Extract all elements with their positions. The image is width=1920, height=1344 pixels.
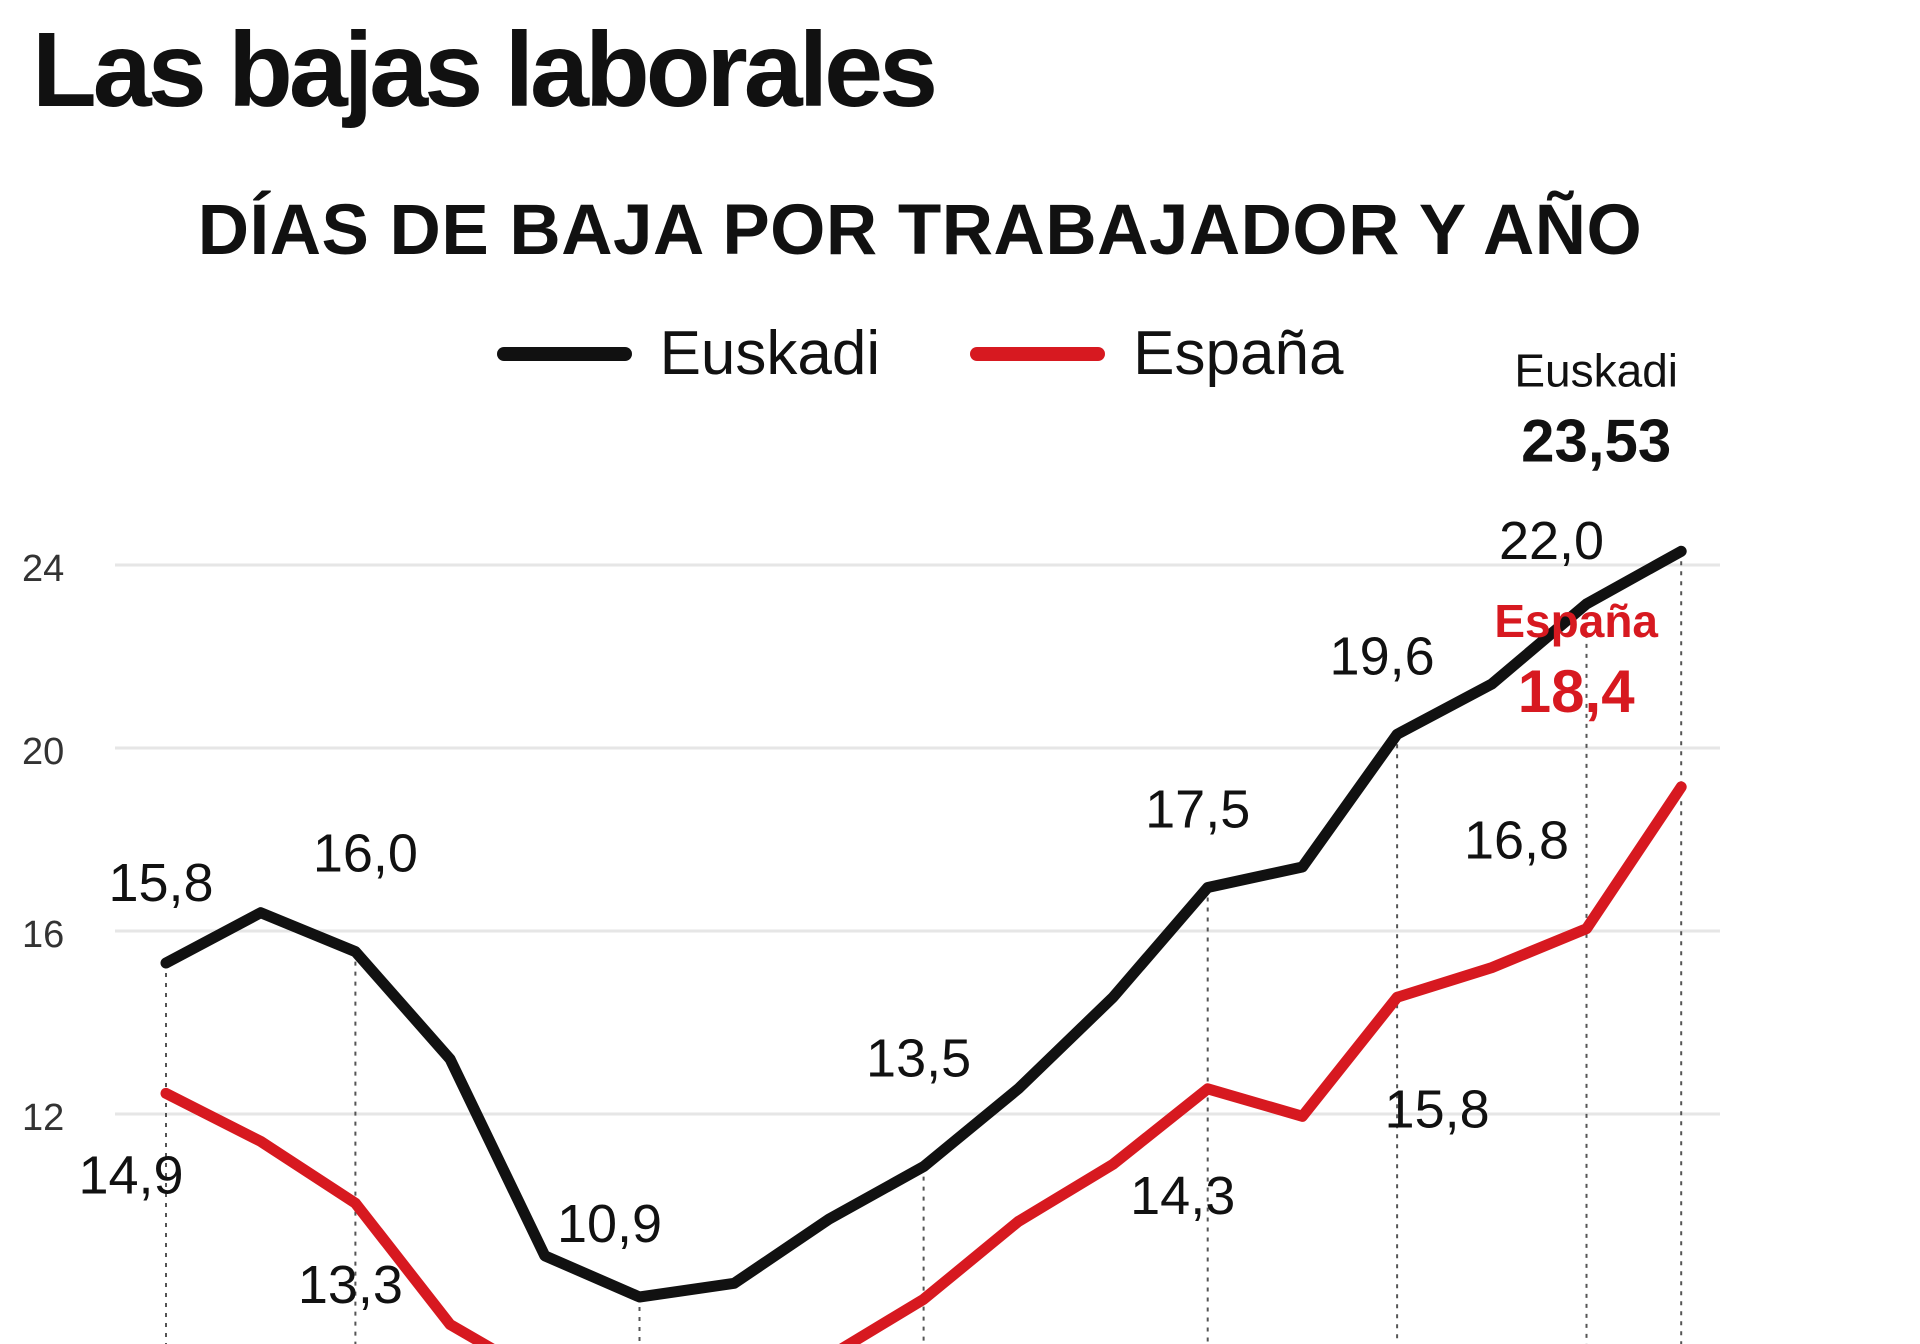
data-label-euskadi: 19,6 — [1330, 626, 1435, 686]
end-label-espana-value: 18,4 — [1518, 658, 1635, 725]
data-label-espana: 15,8 — [1385, 1079, 1490, 1139]
data-label-espana: 14,3 — [1130, 1166, 1235, 1226]
y-tick-label: 16 — [22, 914, 64, 956]
data-label-euskadi: 16,0 — [313, 824, 418, 884]
series-line-euskadi — [160, 545, 1687, 1303]
legend-item-espana: España — [970, 318, 1343, 389]
data-label-euskadi: 15,8 — [108, 853, 213, 913]
legend: Euskadi España — [0, 318, 1840, 389]
data-label-euskadi: 10,9 — [557, 1194, 662, 1254]
data-label-espana: 14,9 — [78, 1145, 183, 1205]
data-label-espana: 16,8 — [1464, 811, 1569, 871]
end-label-euskadi-value: 23,53 — [1521, 407, 1671, 474]
data-label-euskadi: 17,5 — [1145, 780, 1250, 840]
y-tick-label: 12 — [22, 1097, 64, 1139]
legend-swatch-euskadi — [496, 346, 632, 361]
legend-item-euskadi: Euskadi — [496, 318, 881, 389]
legend-label-espana: España — [1133, 319, 1344, 388]
headline: Las bajas laborales — [32, 11, 938, 129]
data-label-euskadi: 13,5 — [866, 1029, 971, 1089]
y-tick-label: 20 — [22, 731, 64, 773]
series-line-espana — [160, 781, 1687, 1344]
data-label-espana: 13,3 — [298, 1255, 403, 1315]
end-label-euskadi-name: Euskadi — [1514, 344, 1678, 396]
gridlines — [115, 563, 1720, 1116]
chart-title: DÍAS DE BAJA POR TRABAJADOR Y AÑO — [197, 191, 1643, 270]
y-tick-label: 24 — [22, 548, 64, 590]
legend-label-euskadi: Euskadi — [659, 319, 881, 388]
legend-swatch-espana — [970, 346, 1106, 361]
data-label-euskadi: 22,0 — [1499, 511, 1604, 571]
end-label-espana-name: España — [1494, 595, 1658, 647]
